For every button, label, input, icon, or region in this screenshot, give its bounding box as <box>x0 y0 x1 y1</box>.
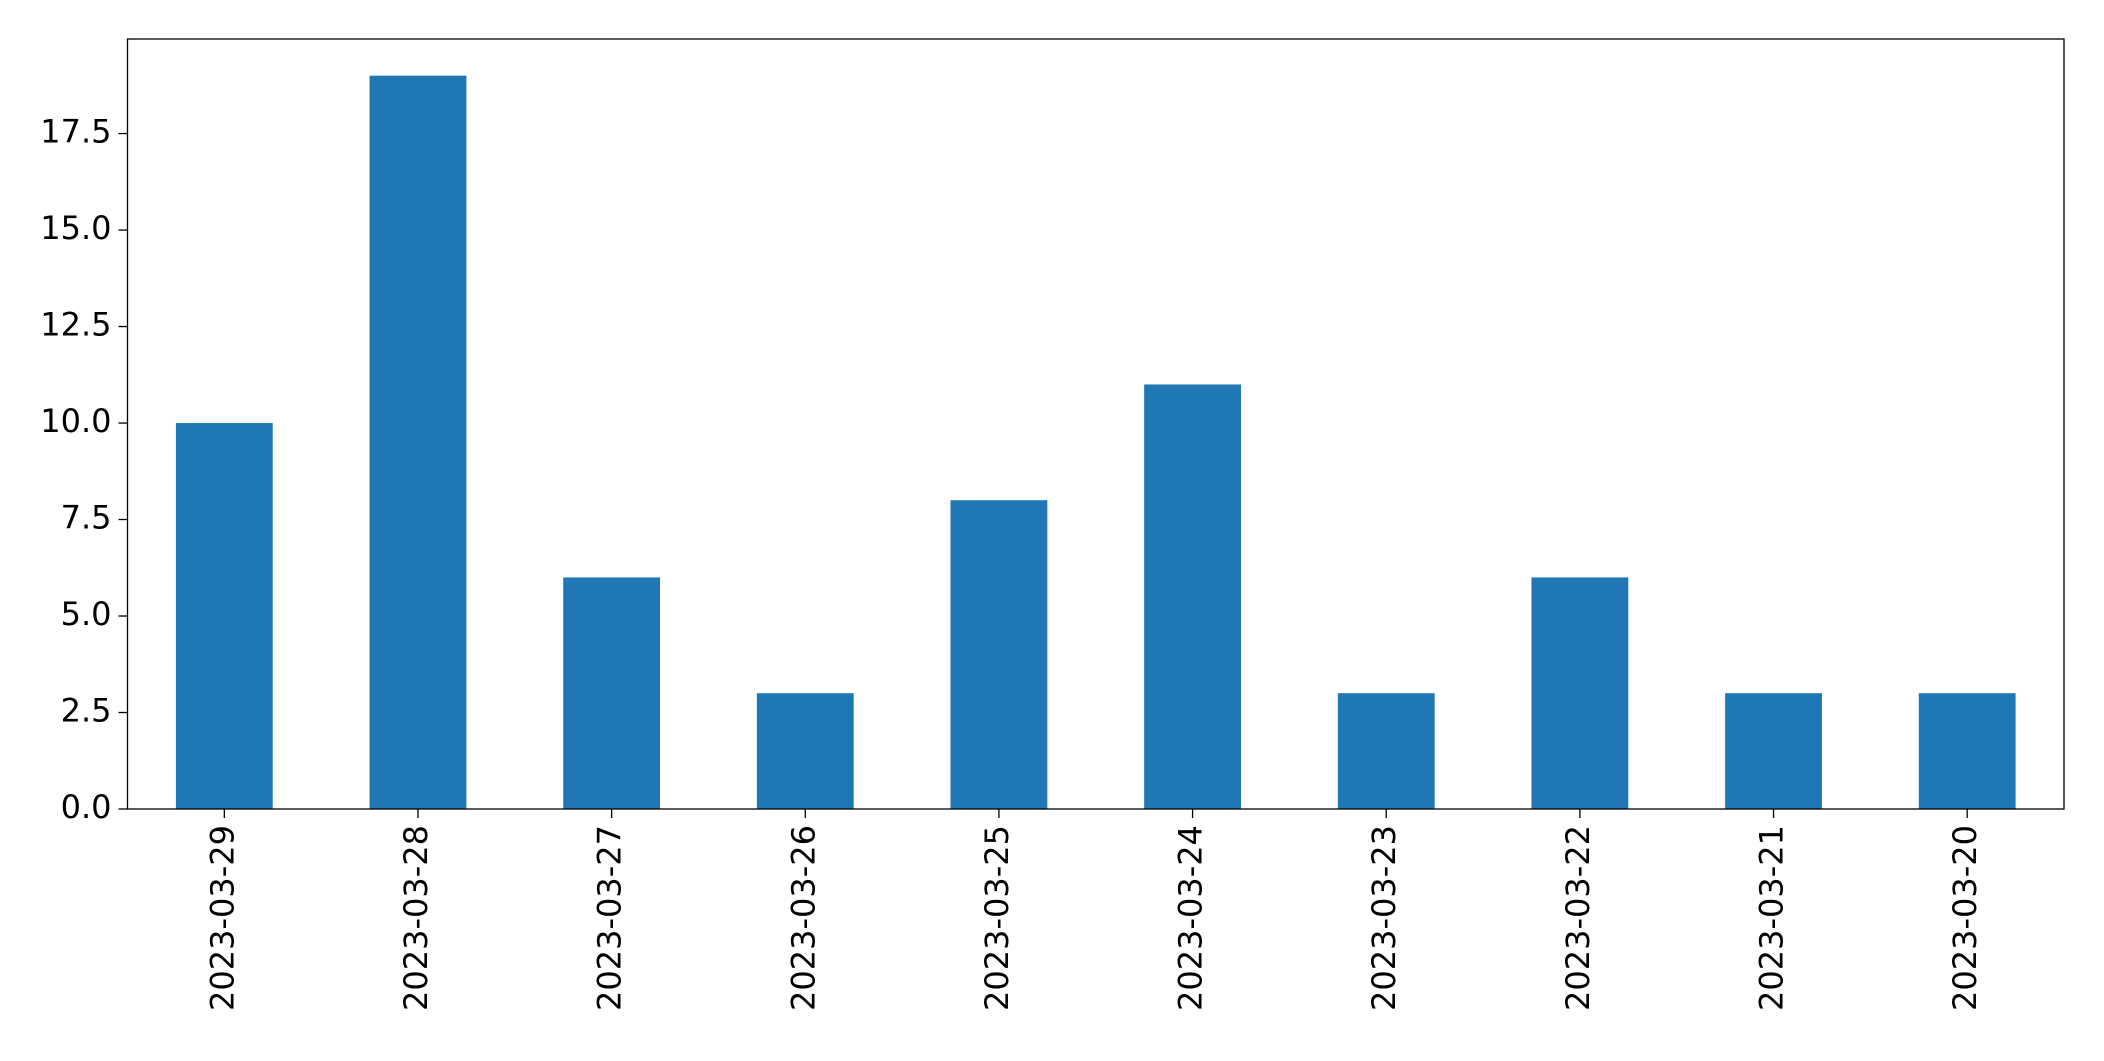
x-tick-label: 2023-03-21 <box>1753 825 1791 1011</box>
y-tick-label: 7.5 <box>61 499 112 537</box>
y-tick-label: 17.5 <box>40 113 111 151</box>
bar <box>1725 693 1822 809</box>
bar <box>563 577 661 809</box>
bar <box>1144 384 1241 809</box>
bar <box>1918 693 2016 809</box>
plot-frame <box>126 38 2065 810</box>
x-tick-label: 2023-03-28 <box>397 825 435 1011</box>
x-tick-label: 2023-03-26 <box>784 825 822 1011</box>
x-tick-label: 2023-03-24 <box>1172 825 1210 1011</box>
y-tick-label: 15.0 <box>40 209 111 247</box>
y-tick-label: 0.0 <box>61 788 112 826</box>
y-tick-label: 10.0 <box>40 402 111 440</box>
x-tick-label: 2023-03-22 <box>1559 825 1597 1011</box>
bar <box>369 75 467 809</box>
x-tick-label: 2023-03-23 <box>1365 825 1403 1011</box>
x-tick-label: 2023-03-27 <box>591 825 629 1011</box>
y-tick-label: 2.5 <box>61 692 112 730</box>
bar <box>1337 693 1435 809</box>
bar <box>950 500 1048 809</box>
x-tick-label: 2023-03-25 <box>978 825 1016 1011</box>
x-tick-label: 2023-03-29 <box>203 825 241 1011</box>
bar <box>756 693 854 809</box>
bar <box>175 423 273 809</box>
bar <box>1531 577 1629 809</box>
y-tick-label: 5.0 <box>61 595 112 633</box>
y-tick-label: 12.5 <box>40 306 111 344</box>
x-tick-label: 2023-03-20 <box>1946 825 1984 1011</box>
